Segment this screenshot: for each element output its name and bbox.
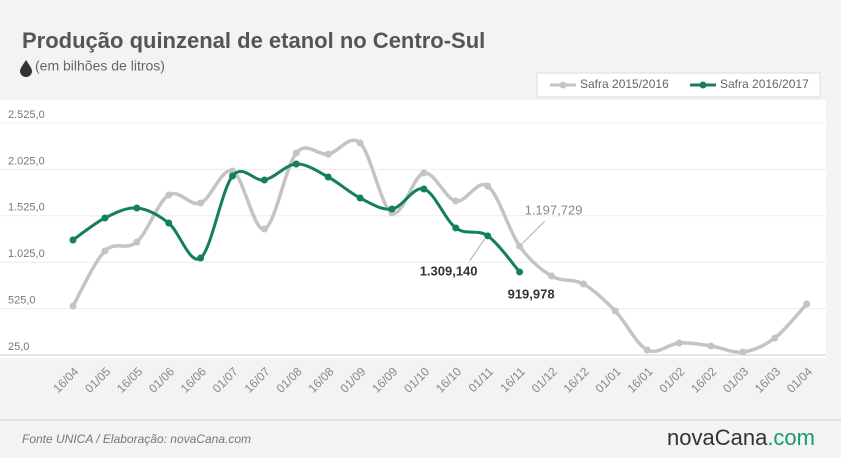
label-leader [522,220,545,244]
legend-marker [559,81,567,89]
logo: novaCana.com [667,425,815,450]
point [101,247,109,255]
data-label: 919,978 [508,286,555,301]
legend-label: Safra 2015/2016 [580,77,669,91]
point [452,224,460,232]
label-leader [469,238,486,262]
point [388,205,396,213]
point [516,268,524,276]
subtitle: (em bilhões de litros) [35,58,165,74]
point [420,185,428,193]
point [611,307,619,315]
logo-suffix: .com [767,425,815,450]
point [260,176,268,184]
point [69,236,77,244]
point [197,254,205,262]
point [739,348,747,356]
point [229,172,236,180]
y-tick-label: 2.525,0 [8,109,45,121]
y-tick-label: 1.525,0 [8,202,45,214]
point [579,280,587,288]
data-label: 1.309,140 [420,263,478,278]
point [548,272,555,280]
logo-name: novaCana [667,425,768,450]
point [516,242,524,250]
point [165,191,173,199]
point [165,219,173,227]
point [356,139,364,147]
point [260,225,268,233]
y-tick-label: 2.025,0 [8,155,45,167]
point [771,334,779,342]
point [452,197,460,205]
point [292,149,300,157]
legend-marker [699,81,707,89]
point [356,194,364,202]
point [101,214,109,222]
legend-label: Safra 2016/2017 [720,77,809,91]
point [643,346,651,354]
point [803,300,811,308]
legend [536,72,821,98]
chart-title: Produção quinzenal de etanol no Centro-S… [22,28,485,53]
point [420,169,428,177]
point [484,182,492,190]
point [133,204,141,212]
y-tick-label: 1.025,0 [8,248,45,260]
point [484,232,492,240]
point [324,150,332,158]
y-tick-label: 25,0 [8,341,29,353]
point [707,342,715,350]
point [675,339,683,347]
drop-icon [20,60,32,77]
source: Fonte UNICA / Elaboração: novaCana.com [22,432,251,446]
point [69,302,77,310]
data-label: 1.197,729 [525,203,583,218]
point [292,160,300,168]
plot-area [0,100,826,358]
point [133,238,141,246]
point [324,173,332,181]
point [197,199,205,207]
y-tick-label: 525,0 [8,295,36,307]
